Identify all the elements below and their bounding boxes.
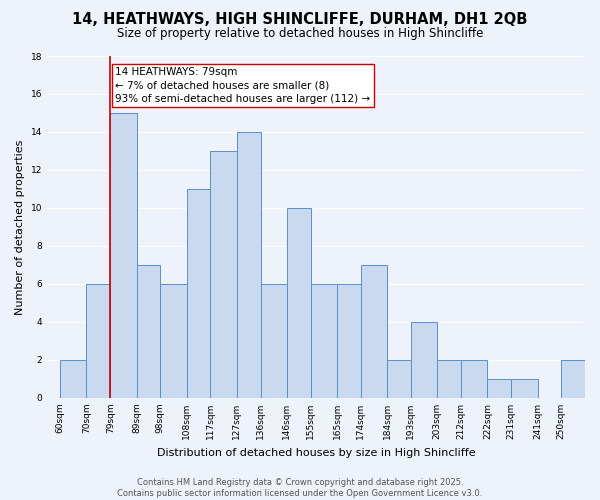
Bar [437, 360, 461, 398]
Bar [387, 360, 411, 398]
X-axis label: Distribution of detached houses by size in High Shincliffe: Distribution of detached houses by size … [157, 448, 475, 458]
Bar [110, 113, 137, 398]
Text: Size of property relative to detached houses in High Shincliffe: Size of property relative to detached ho… [117, 28, 483, 40]
Bar [561, 360, 585, 398]
Bar [337, 284, 361, 398]
Bar [311, 284, 337, 398]
Bar [237, 132, 260, 398]
Bar [287, 208, 311, 398]
Bar [511, 379, 538, 398]
Bar [160, 284, 187, 398]
Bar [461, 360, 487, 398]
Bar [411, 322, 437, 398]
Y-axis label: Number of detached properties: Number of detached properties [15, 140, 25, 314]
Bar [260, 284, 287, 398]
Text: Contains HM Land Registry data © Crown copyright and database right 2025.
Contai: Contains HM Land Registry data © Crown c… [118, 478, 482, 498]
Bar [60, 360, 86, 398]
Bar [86, 284, 110, 398]
Bar [187, 189, 211, 398]
Bar [487, 379, 511, 398]
Bar [211, 151, 237, 398]
Bar [137, 265, 160, 398]
Text: 14 HEATHWAYS: 79sqm
← 7% of detached houses are smaller (8)
93% of semi-detached: 14 HEATHWAYS: 79sqm ← 7% of detached hou… [115, 68, 371, 104]
Bar [361, 265, 387, 398]
Text: 14, HEATHWAYS, HIGH SHINCLIFFE, DURHAM, DH1 2QB: 14, HEATHWAYS, HIGH SHINCLIFFE, DURHAM, … [73, 12, 527, 28]
